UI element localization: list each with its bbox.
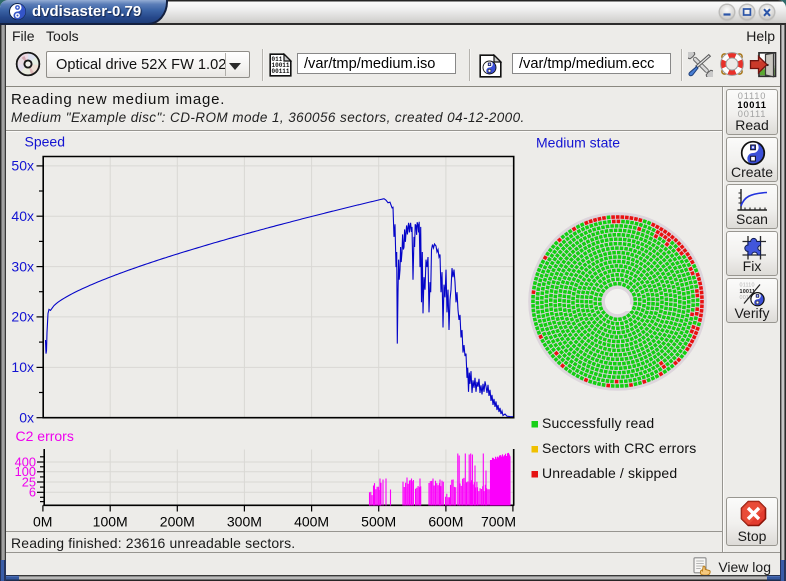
svg-text:00111: 00111 <box>740 295 755 301</box>
svg-text:00111: 00111 <box>272 68 290 75</box>
svg-text:01110: 01110 <box>740 283 755 289</box>
svg-text:011: 011 <box>272 56 283 63</box>
svg-text:10011: 10011 <box>272 62 290 69</box>
svg-text:10011: 10011 <box>740 289 756 295</box>
